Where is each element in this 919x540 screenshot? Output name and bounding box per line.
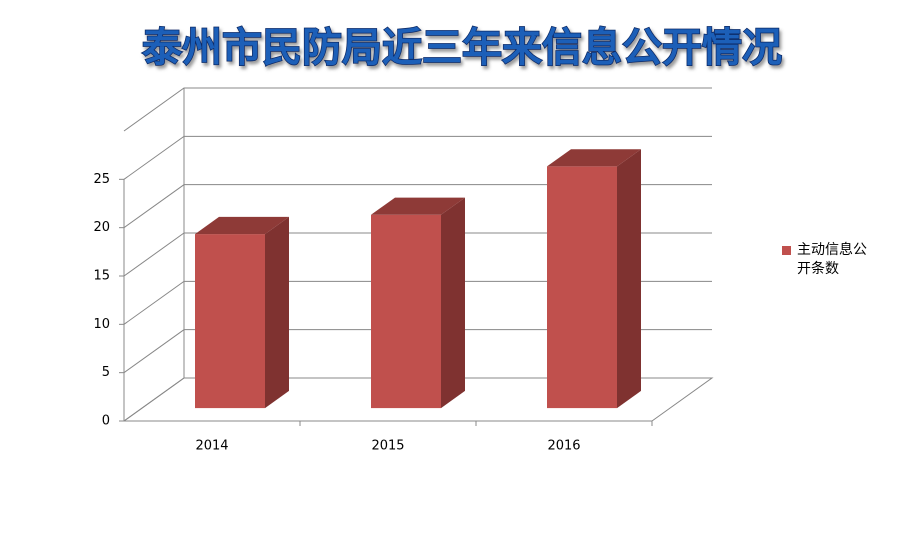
bar — [195, 234, 265, 409]
grid-line — [123, 135, 712, 180]
grid-line — [123, 184, 712, 229]
y-tick-label: 20 — [93, 220, 110, 235]
y-tick-label: 15 — [93, 269, 110, 284]
grid-line — [123, 377, 712, 422]
y-tick-label: 5 — [102, 365, 110, 380]
grid-line — [123, 280, 712, 325]
legend: 主动信息公开条数 — [782, 241, 872, 279]
bar-side — [617, 149, 641, 409]
y-tick-label: 0 — [102, 414, 110, 429]
y-tick-label: 25 — [93, 172, 110, 187]
legend-label: 主动信息公开条数 — [797, 242, 867, 277]
grid-line — [123, 232, 712, 277]
bar-side — [265, 216, 289, 409]
legend-swatch — [782, 246, 791, 255]
bar-top — [371, 197, 465, 215]
bar — [547, 166, 617, 409]
grid-line — [123, 329, 712, 374]
chart-title: 泰州市民防局近三年来信息公开情况 — [142, 25, 782, 71]
y-tick-label: 10 — [93, 317, 110, 332]
x-tick-label: 2016 — [547, 439, 580, 454]
x-tick-label: 2015 — [371, 439, 404, 454]
bar-side — [441, 197, 465, 409]
x-tick-label: 2014 — [195, 439, 228, 454]
bar-top — [547, 149, 641, 167]
bar — [371, 214, 441, 409]
bar-top — [195, 216, 289, 235]
